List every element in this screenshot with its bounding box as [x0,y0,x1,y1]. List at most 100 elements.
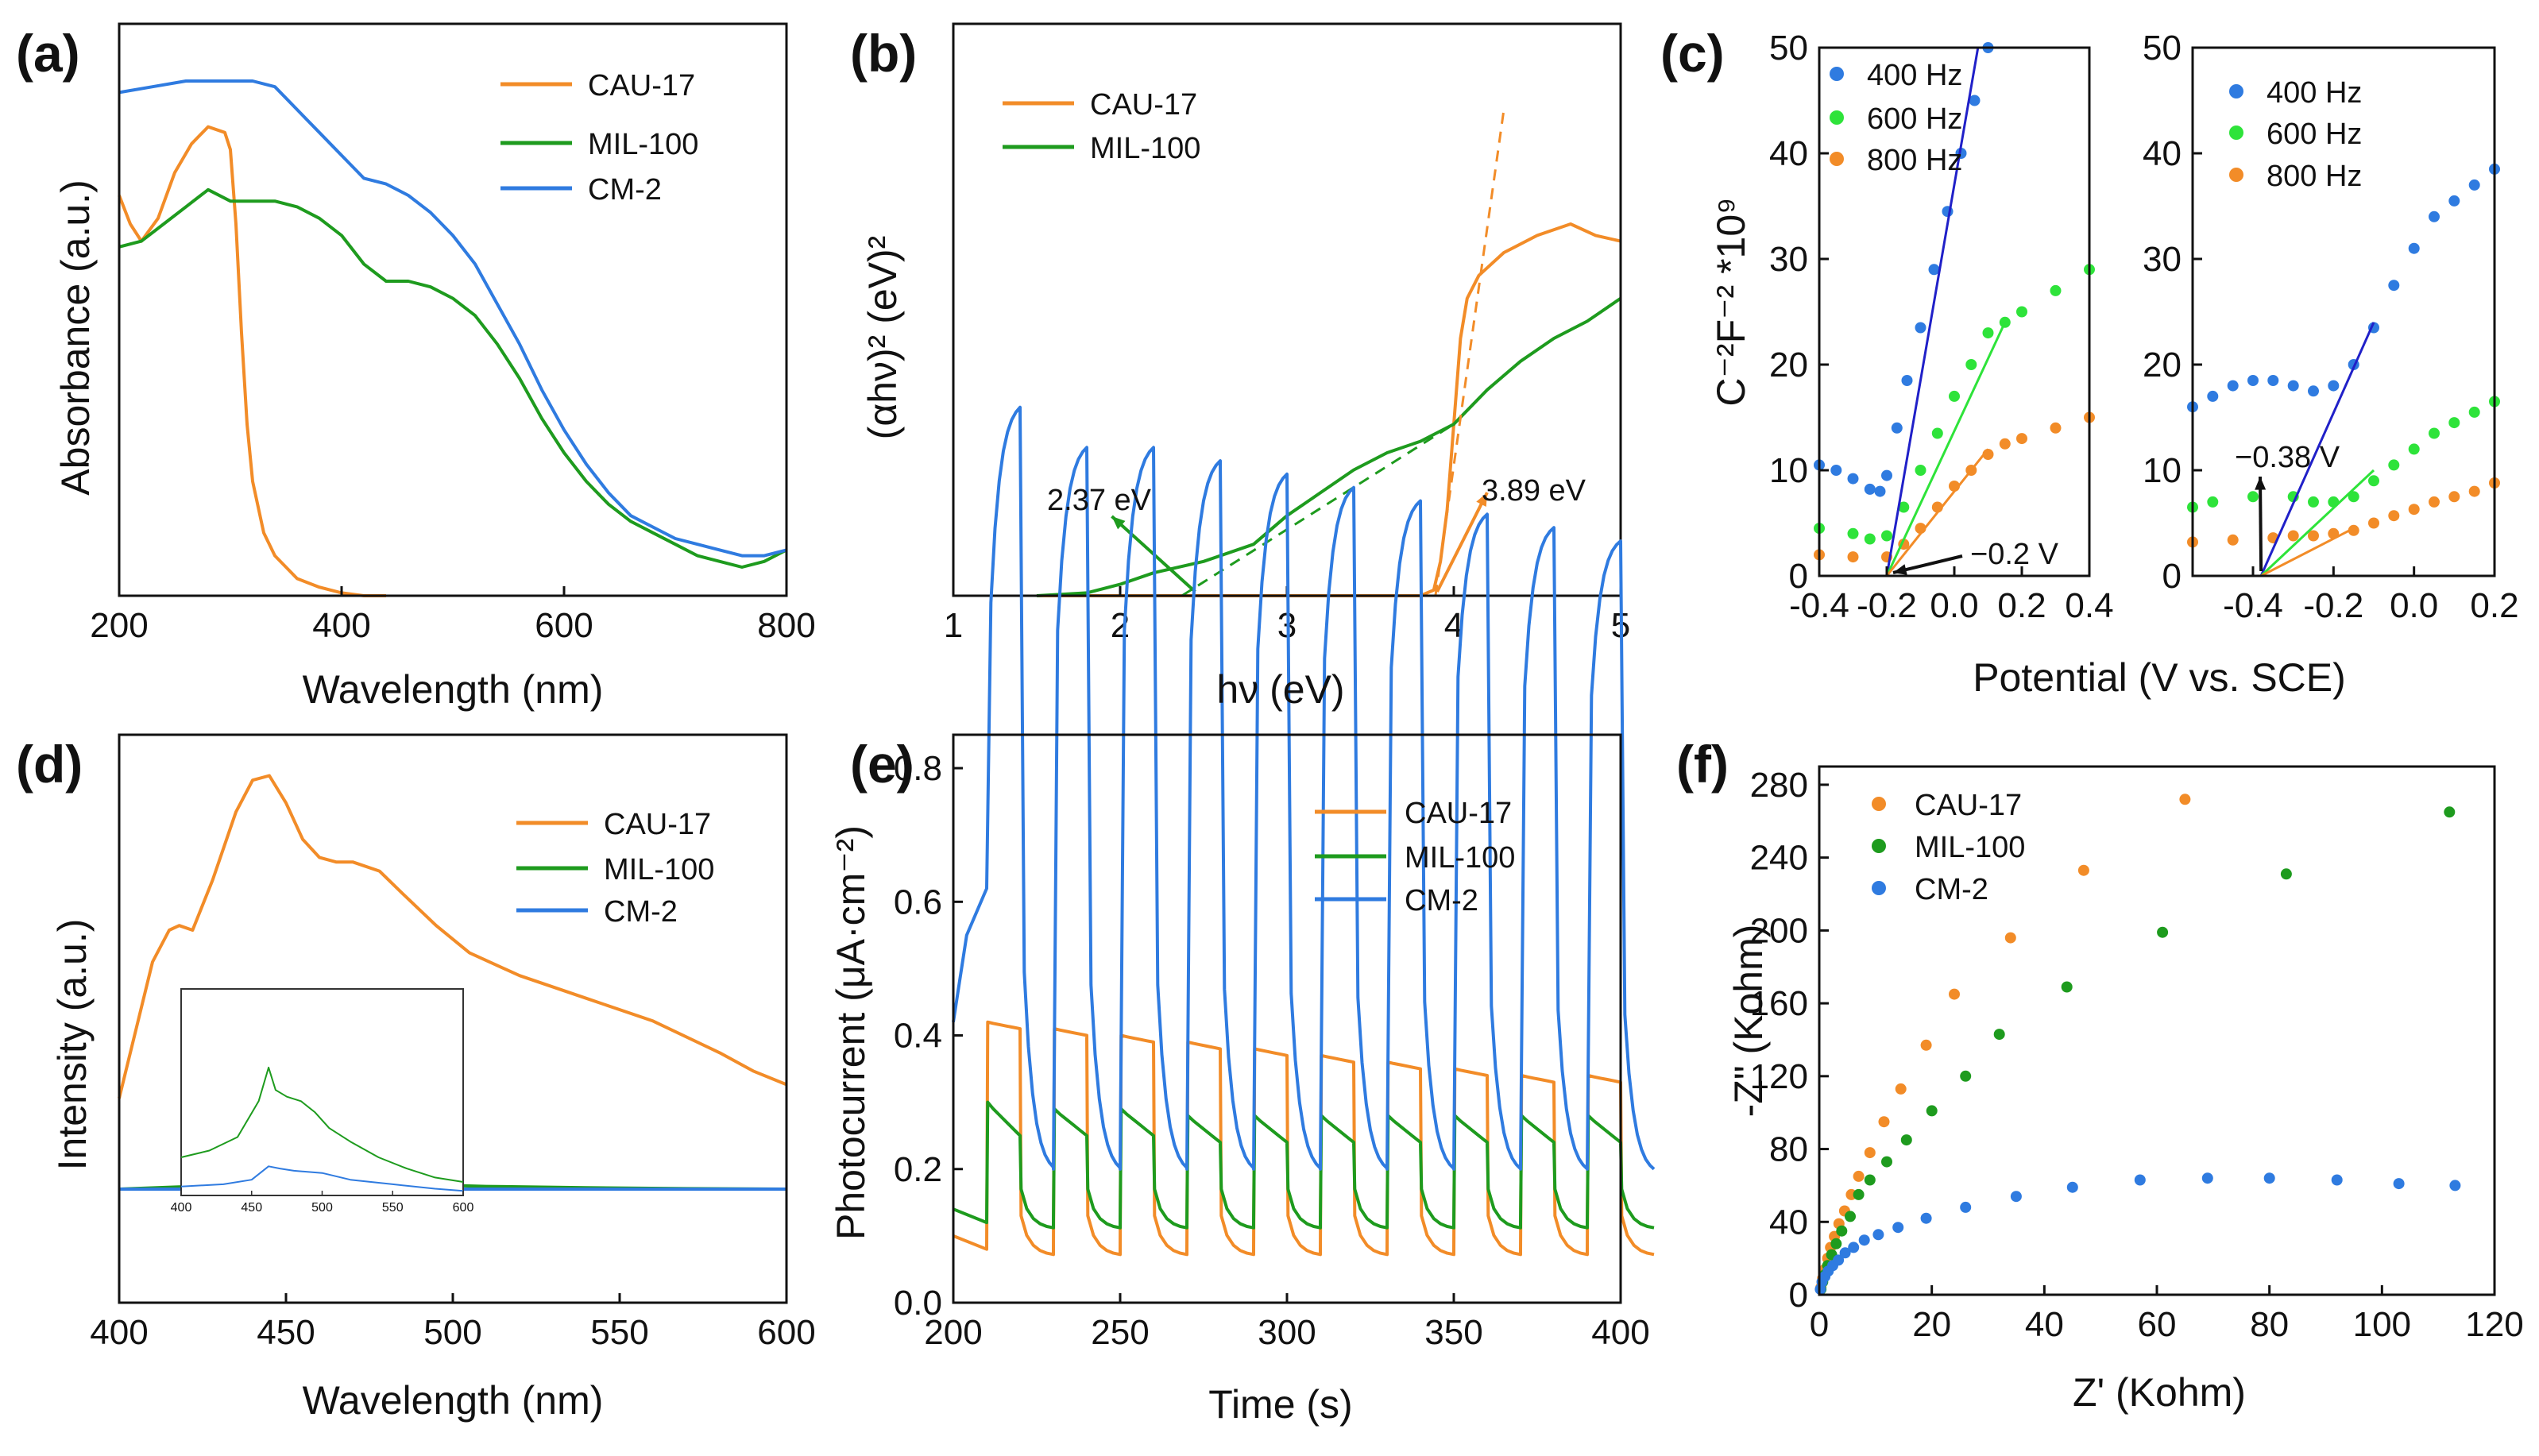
c-left-points-600hz [1949,390,1960,402]
legend-e-cau17: CAU-17 [1405,797,1512,830]
c-right-points-600hz [2408,443,2420,455]
legend-c-left-600: 600 Hz [1867,102,1962,136]
c-left-xtick-label: -0.2 [1857,586,1917,625]
d-series-cau-17 [118,774,787,1099]
c-left-points-600hz [1881,530,1892,542]
c-left-xtick-label: -0.4 [1789,586,1849,625]
panel-label-b: (b) [850,24,917,83]
c-left-points-400hz [1928,264,1940,276]
f-xtick-label: 120 [2465,1305,2523,1344]
c-right-points-400hz [2429,210,2440,222]
f-points-cm-2 [2066,1181,2078,1193]
a-series-mil-100 [118,187,787,569]
f-points-cm-2 [1892,1222,1904,1234]
f-points-cm-2 [2393,1178,2405,1190]
f-points-cau-17 [2004,932,2016,944]
f-xtick-label: 80 [2250,1305,2289,1344]
d-inset-series-cm-2 [180,1165,464,1192]
c-right-ytick-label: 0 [2162,557,2182,596]
c-right-points-800hz [2348,524,2359,536]
b-fit-cau17 [1434,109,1505,597]
f-points-mil-100 [1881,1156,1892,1168]
f-xtick-label: 20 [1912,1305,1951,1344]
f-points-mil-100 [1845,1211,1856,1222]
f-points-mil-100 [1900,1134,1912,1146]
d-xtick-label: 500 [423,1313,481,1352]
c-right-points-600hz [2207,496,2219,508]
c-right-points-400hz [2247,375,2259,386]
b-fit-mil100 [1181,423,1455,597]
d-inset-xtick-label: 450 [241,1201,262,1215]
legend-f-swatch-cm2 [1872,881,1886,895]
c-right-ytick-label: 30 [2143,240,2182,279]
panel-label-a: (a) [16,24,80,83]
legend-b: CAU-17 MIL-100 [1003,88,1200,165]
f-points-mil-100 [1926,1105,1938,1117]
c-right-points-600hz [2308,496,2319,508]
c-ylabel: C⁻²F⁻² *10⁹ [1709,197,1753,406]
d-xlabel: Wavelength (nm) [303,1378,604,1423]
c-right-points-800hz [2468,485,2480,497]
legend-b-mil100: MIL-100 [1090,132,1200,165]
e-series-mil-100 [953,1100,1655,1230]
legend-d-cau17: CAU-17 [604,808,711,841]
f-points-cm-2 [2449,1180,2461,1191]
b-xtick-label: 1 [944,606,963,645]
c-left-points-400hz [1969,95,1981,106]
legend-e-cm2: CM-2 [1405,884,1478,917]
legend-c-right-swatch-800 [2229,168,2243,182]
f-xlabel: Z' (Kohm) [2073,1370,2246,1415]
c-right-points-400hz [2408,242,2420,254]
f-points-mil-100 [1853,1188,1865,1200]
c-left-xtick-label: 0.4 [2065,586,2113,625]
b-arrow-389 [1436,492,1489,593]
d-inset-xtick-label: 600 [453,1201,474,1215]
e-xtick-label: 350 [1424,1313,1482,1352]
a-xtick-label: 600 [535,606,593,645]
e-series-cm-2 [952,405,1656,1171]
e-series-cau-17 [953,1020,1655,1257]
legend-a-mil100: MIL-100 [588,128,698,161]
f-points-mil-100 [1993,1029,2005,1041]
c-left-fit-1 [1885,322,2007,577]
c-right-frame [2191,46,2496,577]
c-right-points-800hz [2388,510,2400,522]
panel-label-c: (c) [1660,24,1725,83]
c-right-ytick-label: 50 [2143,29,2182,68]
legend-a-cm2: CM-2 [588,173,662,207]
f-xtick-label: 0 [1810,1305,1829,1344]
f-points-mil-100 [2444,806,2456,818]
c-right-points-800hz [2448,491,2460,503]
c-right-points-800hz [2408,504,2420,516]
a-ylabel: Absorbance (a.u.) [53,180,98,495]
legend-e-mil100: MIL-100 [1405,841,1515,875]
legend-c-right-swatch-400 [2229,84,2243,98]
d-inset-xtick-label: 400 [171,1201,192,1215]
c-left-fit-2 [1885,448,1989,577]
f-xtick-label: 40 [2025,1305,2064,1344]
e-ytick-label: 0.2 [894,1150,942,1189]
a-series-cm-2 [118,79,787,558]
f-points-cau-17 [2077,864,2089,876]
f-xtick-label: 60 [2138,1305,2177,1344]
legend-d-cm2: CM-2 [604,895,678,929]
c-right-points-600hz [2368,475,2379,487]
c-left-ytick-label: 0 [1789,557,1808,596]
legend-c-right-400: 400 Hz [2267,76,2362,110]
c-right-points-800hz [2287,530,2299,542]
c-left-arrow-head [1893,564,1907,575]
f-ytick-label: 240 [1750,839,1808,878]
c-right-xtick-label: -0.2 [2303,586,2363,625]
c-left-points-400hz [1864,483,1876,495]
d-inset-frame [180,988,464,1196]
c-left-points-400hz [1830,465,1842,476]
c-left-ytick-label: 30 [1769,240,1808,279]
c-right-xtick-label: 0.0 [2390,586,2438,625]
f-points-cm-2 [2331,1174,2343,1186]
c-left-points-600hz [1847,527,1859,539]
c-right-points-600hz [2468,406,2480,418]
c-left-points-600hz [1931,427,1943,439]
f-points-cm-2 [1872,1229,1884,1241]
c-right-points-400hz [2388,280,2400,292]
c-right-points-800hz [2227,534,2239,546]
